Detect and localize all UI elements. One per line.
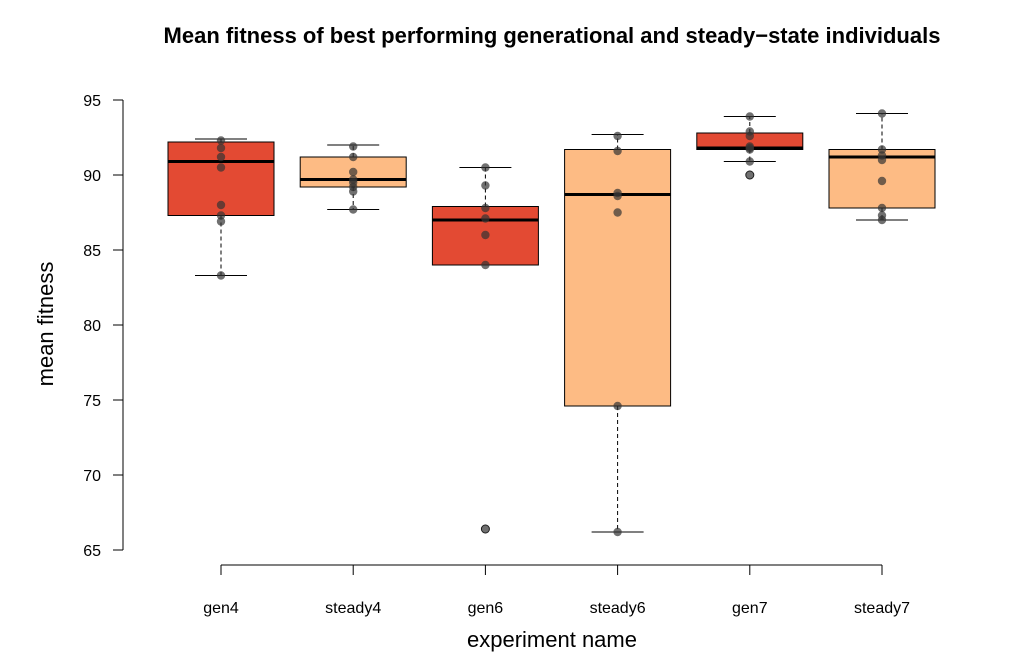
data-point [481, 260, 490, 270]
chart-title: Mean fitness of best performing generati… [164, 23, 941, 48]
data-point [877, 109, 887, 118]
data-point [613, 401, 622, 411]
data-point [216, 163, 226, 172]
data-point [349, 205, 358, 214]
data-point [216, 136, 226, 145]
y-axis: 65 70 75 80 85 90 95 [83, 93, 124, 560]
data-point [877, 203, 887, 213]
y-tick-label: 75 [83, 393, 101, 410]
x-tick-label: steady7 [854, 600, 910, 617]
data-point [349, 187, 358, 196]
data-point [745, 157, 754, 166]
x-tick-label: steady6 [590, 600, 646, 617]
data-point [877, 155, 887, 165]
data-point [216, 217, 226, 226]
data-point [613, 146, 622, 156]
data-point [613, 191, 622, 201]
data-point [745, 145, 754, 154]
data-point [349, 152, 358, 162]
x-axis-label: experiment name [467, 627, 637, 652]
data-point [613, 527, 622, 537]
data-point [216, 200, 226, 210]
data-point [877, 145, 887, 154]
data-point [216, 271, 226, 280]
box-iqr [564, 149, 672, 407]
data-point [481, 524, 490, 534]
x-tick-label: gen6 [468, 600, 504, 617]
y-tick-label: 85 [83, 243, 101, 260]
data-point [481, 230, 490, 240]
y-tick-label: 70 [83, 468, 101, 485]
data-point [481, 181, 490, 190]
y-tick-label: 90 [83, 168, 101, 185]
x-tick-label: steady4 [325, 600, 381, 617]
data-point [877, 176, 887, 186]
x-axis: gen4 steady4 gen6 steady6 gen7 steady7 [203, 564, 910, 617]
data-point [216, 152, 226, 162]
y-tick-label: 80 [83, 318, 101, 335]
data-point [877, 215, 887, 225]
data-point [481, 163, 490, 172]
data-point [349, 142, 358, 151]
boxes-group [167, 113, 936, 534]
points-group [216, 109, 887, 537]
data-point [349, 167, 358, 177]
data-point [613, 208, 622, 217]
y-tick-label: 65 [83, 543, 101, 560]
data-point [613, 131, 622, 141]
y-axis-label: mean fitness [33, 262, 58, 387]
x-tick-label: gen7 [732, 600, 768, 617]
data-point [745, 170, 754, 180]
data-point [745, 131, 754, 141]
y-tick-label: 95 [83, 93, 101, 110]
data-point [216, 211, 226, 220]
data-point [481, 203, 490, 213]
data-point [745, 112, 754, 121]
x-tick-label: gen4 [203, 600, 239, 617]
data-point [216, 143, 226, 153]
data-point [481, 214, 490, 223]
